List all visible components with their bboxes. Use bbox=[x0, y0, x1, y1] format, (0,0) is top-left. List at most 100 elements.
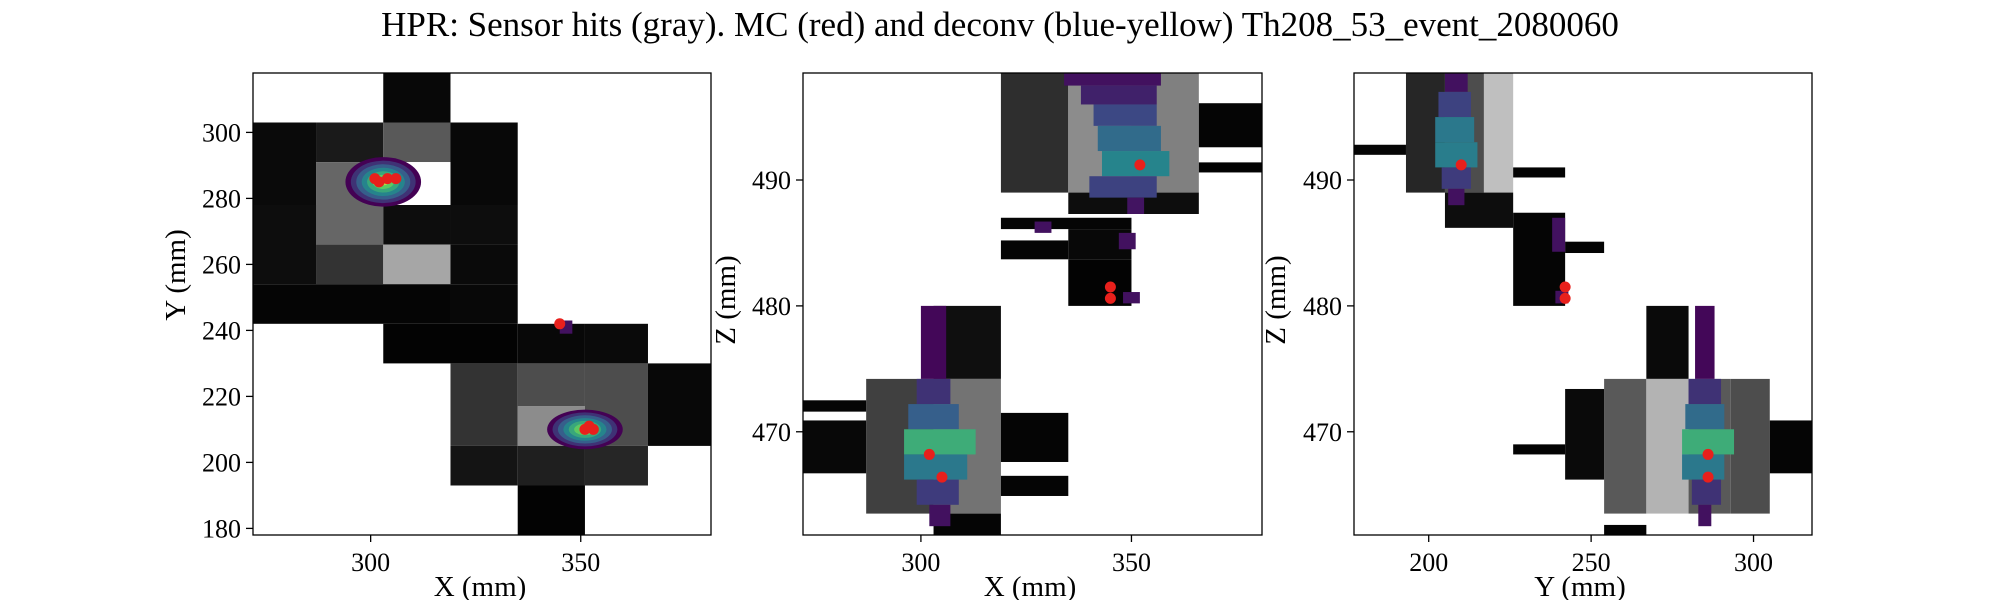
mc-point bbox=[1104, 292, 1116, 304]
deconv-cell bbox=[916, 378, 951, 405]
deconv-cell bbox=[1438, 91, 1471, 118]
deconv-cell bbox=[1444, 73, 1468, 92]
panel-yz-ylabel: Z (mm) bbox=[1260, 255, 1292, 344]
sensor-hit-cell bbox=[316, 244, 384, 285]
panel-xy-data-area bbox=[253, 73, 711, 535]
y-tick-label: 480 bbox=[752, 292, 791, 321]
deconv-cell bbox=[920, 305, 947, 379]
mc-point bbox=[1104, 281, 1116, 293]
panel-xz-plot: 300 350 470 480 490 bbox=[752, 72, 1263, 577]
sensor-hit-cell bbox=[1646, 378, 1689, 514]
panel-yz: 200 250 300 470 480 490 Y (mm) Z (mm) bbox=[1260, 72, 1813, 600]
sensor-hit-cell bbox=[584, 323, 648, 364]
mc-point bbox=[1702, 448, 1714, 460]
axes-frame bbox=[802, 72, 1263, 536]
sensor-hit-cell bbox=[253, 205, 317, 285]
sensor-hit-cell bbox=[584, 445, 648, 486]
x-tick-label: 350 bbox=[561, 548, 600, 577]
sensor-hit-cell bbox=[383, 323, 518, 364]
mc-point bbox=[587, 423, 599, 435]
sensor-hit-cell bbox=[1000, 73, 1069, 193]
deconv-cell bbox=[1118, 232, 1136, 250]
mc-point bbox=[373, 176, 385, 188]
sensor-hit-cell bbox=[1730, 378, 1770, 514]
deconv-cell bbox=[1552, 217, 1566, 252]
x-tick-label: 200 bbox=[1409, 548, 1448, 577]
deconv-cell bbox=[1034, 221, 1052, 233]
deconv-cell bbox=[1448, 188, 1465, 206]
sensor-hit-cell bbox=[1068, 259, 1132, 306]
sensor-hit-cell bbox=[1565, 388, 1605, 480]
mc-point bbox=[1134, 159, 1146, 171]
panel-yz-plot: 200 250 300 470 480 490 bbox=[1303, 72, 1813, 577]
deconv-cell bbox=[1097, 125, 1161, 152]
y-tick-label: 240 bbox=[202, 316, 241, 345]
deconv-cell bbox=[904, 429, 976, 455]
panel-xz-xlabel: X (mm) bbox=[984, 571, 1077, 600]
sensor-hit-cell bbox=[1513, 444, 1566, 455]
panel-xy-plot: 300 350 180 200 220 240 260 280 300 bbox=[202, 72, 712, 577]
y-tick-label: 200 bbox=[202, 448, 241, 477]
panel-xz-ylabel: Z (mm) bbox=[710, 255, 742, 344]
deconv-cell bbox=[1691, 479, 1722, 505]
mc-point bbox=[923, 448, 935, 460]
sensor-hit-cell bbox=[1604, 524, 1647, 535]
sensor-hit-cell bbox=[383, 73, 451, 123]
sensor-hit-cell bbox=[383, 122, 451, 163]
sensor-hit-cell bbox=[450, 122, 518, 205]
sensor-hit-cell bbox=[450, 284, 518, 324]
sensor-hit-cell bbox=[1769, 420, 1812, 474]
sensor-hit-cell bbox=[1513, 167, 1566, 178]
deconv-cell bbox=[1441, 167, 1471, 189]
sensor-hit-cell bbox=[1565, 241, 1605, 254]
sensor-hit-cell bbox=[517, 485, 585, 535]
axes-frame bbox=[252, 72, 712, 536]
sensor-hit-cell bbox=[517, 323, 585, 364]
sensor-hit-cell bbox=[1000, 412, 1069, 462]
sensor-hit-cell bbox=[1354, 144, 1406, 155]
sensor-hit-cell bbox=[1604, 378, 1647, 514]
mc-point bbox=[554, 318, 566, 330]
sensor-hit-cell bbox=[450, 205, 518, 245]
deconv-cell bbox=[1685, 404, 1725, 430]
deconv-cell bbox=[1123, 292, 1140, 304]
panel-xy-xlabel: X (mm) bbox=[434, 571, 527, 600]
panel-xz: 300 350 470 480 490 X (mm) Z (mm) bbox=[710, 72, 1263, 600]
panel-xy: 300 350 180 200 220 240 260 280 300 X (mm) Y (mm… bbox=[160, 72, 712, 600]
axes-frame bbox=[1353, 72, 1813, 536]
sensor-hit-cell bbox=[803, 400, 867, 412]
panel-yz-data-area bbox=[1354, 73, 1812, 535]
x-tick-label: 300 bbox=[1734, 548, 1773, 577]
deconv-cell bbox=[916, 479, 959, 505]
sensor-hit-cell bbox=[1483, 73, 1514, 193]
sensor-hit-cell bbox=[253, 284, 451, 324]
panel-yz-xlabel: Y (mm) bbox=[1534, 571, 1626, 600]
sensor-hit-cell bbox=[517, 445, 585, 486]
x-tick-label: 250 bbox=[1572, 548, 1611, 577]
sensor-hit-cell bbox=[1198, 162, 1262, 173]
y-tick-label: 470 bbox=[1303, 418, 1342, 447]
sensor-hit-cell bbox=[1000, 475, 1069, 496]
sensor-hit-cell bbox=[1000, 217, 1132, 230]
y-tick-label: 260 bbox=[202, 250, 241, 279]
y-tick-label: 300 bbox=[202, 118, 241, 147]
mc-point bbox=[381, 173, 393, 185]
deconv-cell bbox=[929, 504, 951, 527]
mc-point bbox=[936, 471, 948, 483]
y-tick-label: 470 bbox=[752, 418, 791, 447]
sensor-hit-cell bbox=[383, 205, 451, 245]
sensor-hit-cell bbox=[383, 244, 451, 285]
y-tick-label: 280 bbox=[202, 184, 241, 213]
sensor-hit-cell bbox=[316, 122, 384, 163]
deconv-cell bbox=[1127, 197, 1145, 214]
y-tick-label: 180 bbox=[202, 514, 241, 543]
sensor-hit-cell bbox=[450, 445, 518, 486]
panel-xy-ylabel: Y (mm) bbox=[160, 229, 192, 321]
mc-point bbox=[1559, 281, 1571, 293]
deconv-cell bbox=[1089, 176, 1157, 198]
mc-point bbox=[390, 173, 402, 185]
x-tick-label: 300 bbox=[901, 548, 940, 577]
y-tick-label: 490 bbox=[752, 166, 791, 195]
sensor-hit-cell bbox=[253, 122, 317, 205]
